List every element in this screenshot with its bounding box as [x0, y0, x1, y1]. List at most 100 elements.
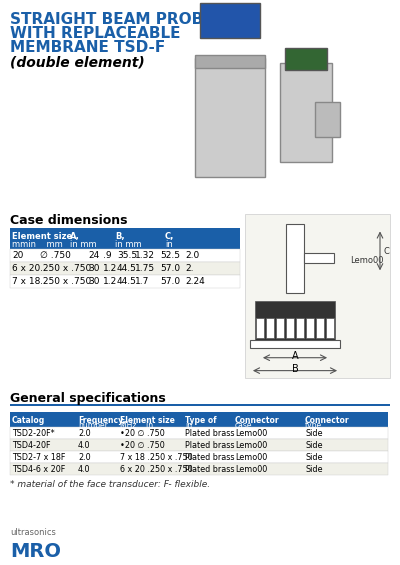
Bar — [10, 439, 388, 451]
Bar — [10, 249, 240, 262]
Text: MRO: MRO — [10, 541, 61, 560]
Bar — [280, 63, 332, 162]
Bar — [304, 253, 334, 263]
Text: 2.24: 2.24 — [185, 277, 205, 286]
Text: 24: 24 — [88, 251, 99, 260]
Text: 35.5: 35.5 — [117, 251, 137, 260]
Text: (double element): (double element) — [10, 55, 145, 69]
Text: •20 ∅ .750: •20 ∅ .750 — [120, 429, 165, 438]
Bar — [10, 451, 388, 463]
Text: A,: A, — [70, 232, 80, 241]
Text: * material of the face transducer: F- flexible.: * material of the face transducer: F- fl… — [10, 480, 210, 489]
Text: case: case — [235, 421, 252, 431]
Text: A: A — [292, 351, 298, 360]
Text: 2.0: 2.0 — [185, 251, 199, 260]
Text: in: in — [185, 421, 192, 431]
Text: Plated brass: Plated brass — [185, 453, 234, 462]
Text: C: C — [383, 247, 389, 256]
Text: 2.: 2. — [185, 264, 194, 273]
Bar — [250, 340, 340, 348]
Text: Side: Side — [305, 429, 322, 438]
Text: type: type — [305, 421, 322, 431]
Text: MEMBRANE TSD-F: MEMBRANE TSD-F — [10, 40, 165, 55]
Text: TSD4-20F: TSD4-20F — [12, 441, 50, 450]
Text: WITH REPLACEABLE: WITH REPLACEABLE — [10, 26, 180, 41]
Text: .250 x .750: .250 x .750 — [40, 277, 91, 286]
Bar — [285, 47, 327, 69]
Text: in mm: in mm — [70, 241, 97, 250]
Text: 30: 30 — [88, 264, 100, 273]
Bar — [10, 427, 388, 439]
Text: .9: .9 — [103, 251, 112, 260]
Text: Connector: Connector — [235, 416, 280, 425]
Text: Plated brass: Plated brass — [185, 465, 234, 474]
Text: 7 x 18: 7 x 18 — [12, 277, 40, 286]
Text: ultrasonics: ultrasonics — [10, 528, 56, 537]
Bar — [10, 262, 240, 275]
Bar — [286, 318, 294, 338]
Text: Plated brass: Plated brass — [185, 441, 234, 450]
Text: 1.2: 1.2 — [103, 277, 117, 286]
Text: 1.2: 1.2 — [103, 264, 117, 273]
Text: TSD2-20F*: TSD2-20F* — [12, 429, 55, 438]
Text: 4.0: 4.0 — [78, 441, 90, 450]
Text: 4.0: 4.0 — [78, 465, 90, 474]
Bar — [326, 318, 334, 338]
Text: Side: Side — [305, 453, 322, 462]
Bar — [266, 318, 274, 338]
Bar — [316, 318, 324, 338]
Text: 44.5: 44.5 — [117, 277, 137, 286]
Text: Catalog: Catalog — [12, 416, 45, 425]
Text: General specifications: General specifications — [10, 393, 166, 406]
Bar — [195, 58, 265, 177]
Text: 2.0: 2.0 — [78, 453, 91, 462]
Text: Type of: Type of — [185, 416, 217, 425]
Text: 6 x 20 .250 x .750: 6 x 20 .250 x .750 — [120, 465, 193, 474]
Text: 57.0: 57.0 — [160, 264, 180, 273]
Text: Element size: Element size — [120, 416, 175, 425]
Bar — [200, 3, 260, 38]
Text: number: number — [78, 421, 108, 431]
Text: Lemo00: Lemo00 — [350, 257, 384, 266]
Text: in: in — [165, 241, 173, 250]
Bar — [276, 318, 284, 338]
Text: TSD4-6 x 20F: TSD4-6 x 20F — [12, 465, 65, 474]
Bar — [10, 275, 240, 288]
Bar — [286, 224, 304, 293]
Bar — [256, 318, 264, 338]
Text: .250 x .750: .250 x .750 — [40, 264, 91, 273]
Bar — [306, 318, 314, 338]
Text: 6 x 20: 6 x 20 — [12, 264, 40, 273]
Text: STRAIGHT BEAM PROBES: STRAIGHT BEAM PROBES — [10, 12, 225, 27]
Text: Side: Side — [305, 441, 322, 450]
Text: in mm: in mm — [115, 241, 142, 250]
Text: Frequency,: Frequency, — [78, 416, 125, 425]
Text: Lemo00: Lemo00 — [235, 429, 267, 438]
Text: Plated brass: Plated brass — [185, 429, 234, 438]
Text: C,: C, — [165, 232, 174, 241]
Text: Lemo00: Lemo00 — [235, 465, 267, 474]
Text: B,: B, — [115, 232, 125, 241]
Text: 1.7: 1.7 — [135, 277, 149, 286]
Bar — [245, 214, 390, 377]
Bar — [195, 55, 265, 68]
Text: •20 ∅ .750: •20 ∅ .750 — [120, 441, 165, 450]
Text: 52.5: 52.5 — [160, 251, 180, 260]
Text: Element size: Element size — [12, 232, 72, 241]
Text: 2.0: 2.0 — [78, 429, 91, 438]
Text: Case dimensions: Case dimensions — [10, 214, 128, 227]
Bar — [315, 102, 340, 137]
Text: MHz    in: MHz in — [120, 421, 153, 431]
Text: 20: 20 — [12, 251, 23, 260]
Text: Lemo00: Lemo00 — [235, 453, 267, 462]
Text: B: B — [292, 364, 298, 373]
Text: 44.5: 44.5 — [117, 264, 137, 273]
Text: 1.32: 1.32 — [135, 251, 155, 260]
Text: 7 x 18 .250 x .750: 7 x 18 .250 x .750 — [120, 453, 193, 462]
Bar — [10, 228, 240, 249]
Text: Connector: Connector — [305, 416, 350, 425]
Text: TSD2-7 x 18F: TSD2-7 x 18F — [12, 453, 65, 462]
Text: 1.75: 1.75 — [135, 264, 155, 273]
Text: mmin    mm: mmin mm — [12, 241, 63, 250]
Text: Side: Side — [305, 465, 322, 474]
